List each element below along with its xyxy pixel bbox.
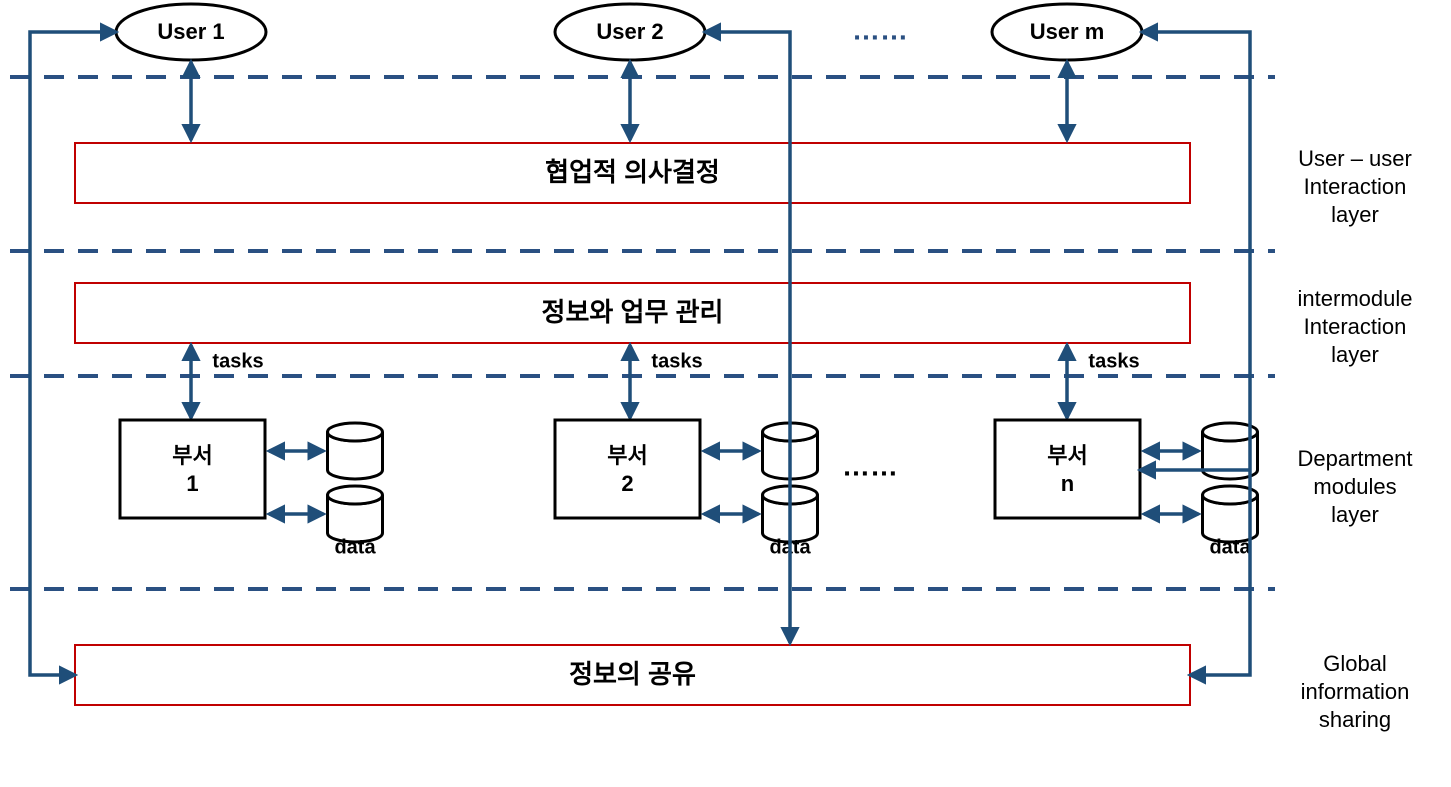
department-label: 부서 <box>607 443 647 468</box>
department-box <box>120 420 265 518</box>
tasks-label: tasks <box>212 350 263 372</box>
svg-text:intermodule: intermodule <box>1298 286 1413 311</box>
layer-label: Department modules layer <box>1298 446 1413 527</box>
ellipsis: …… <box>842 450 898 481</box>
svg-text:Global: Global <box>1323 651 1387 676</box>
svg-text:layer: layer <box>1331 342 1379 367</box>
svg-text:modules: modules <box>1313 474 1396 499</box>
layer-box-label: 정보와 업무 관리 <box>542 297 724 327</box>
department-box <box>555 420 700 518</box>
tasks-label: tasks <box>651 350 702 372</box>
layer-box-label: 정보의 공유 <box>569 659 696 689</box>
department-number: 1 <box>186 471 198 496</box>
svg-text:layer: layer <box>1331 502 1379 527</box>
department-label: 부서 <box>1047 443 1087 468</box>
data-label: data <box>334 536 376 558</box>
tasks-label: tasks <box>1088 350 1139 372</box>
user-label: User 2 <box>596 19 663 44</box>
user-label: User 1 <box>157 19 224 44</box>
svg-text:Interaction: Interaction <box>1304 174 1407 199</box>
layer-label: User – user Interaction layer <box>1298 146 1412 227</box>
user-label: User m <box>1030 19 1105 44</box>
department-number: n <box>1061 471 1074 496</box>
ellipsis: …… <box>852 14 908 45</box>
svg-text:User – user: User – user <box>1298 146 1412 171</box>
svg-text:sharing: sharing <box>1319 707 1391 732</box>
svg-text:layer: layer <box>1331 202 1379 227</box>
svg-text:information: information <box>1301 679 1410 704</box>
department-label: 부서 <box>172 443 212 468</box>
data-label: data <box>1209 536 1251 558</box>
layer-label: Global information sharing <box>1301 651 1410 732</box>
svg-text:Department: Department <box>1298 446 1413 471</box>
layer-box-label: 협업적 의사결정 <box>545 157 720 187</box>
department-number: 2 <box>621 471 633 496</box>
department-box <box>995 420 1140 518</box>
layer-label: intermodule Interaction layer <box>1298 286 1413 367</box>
svg-text:Interaction: Interaction <box>1304 314 1407 339</box>
